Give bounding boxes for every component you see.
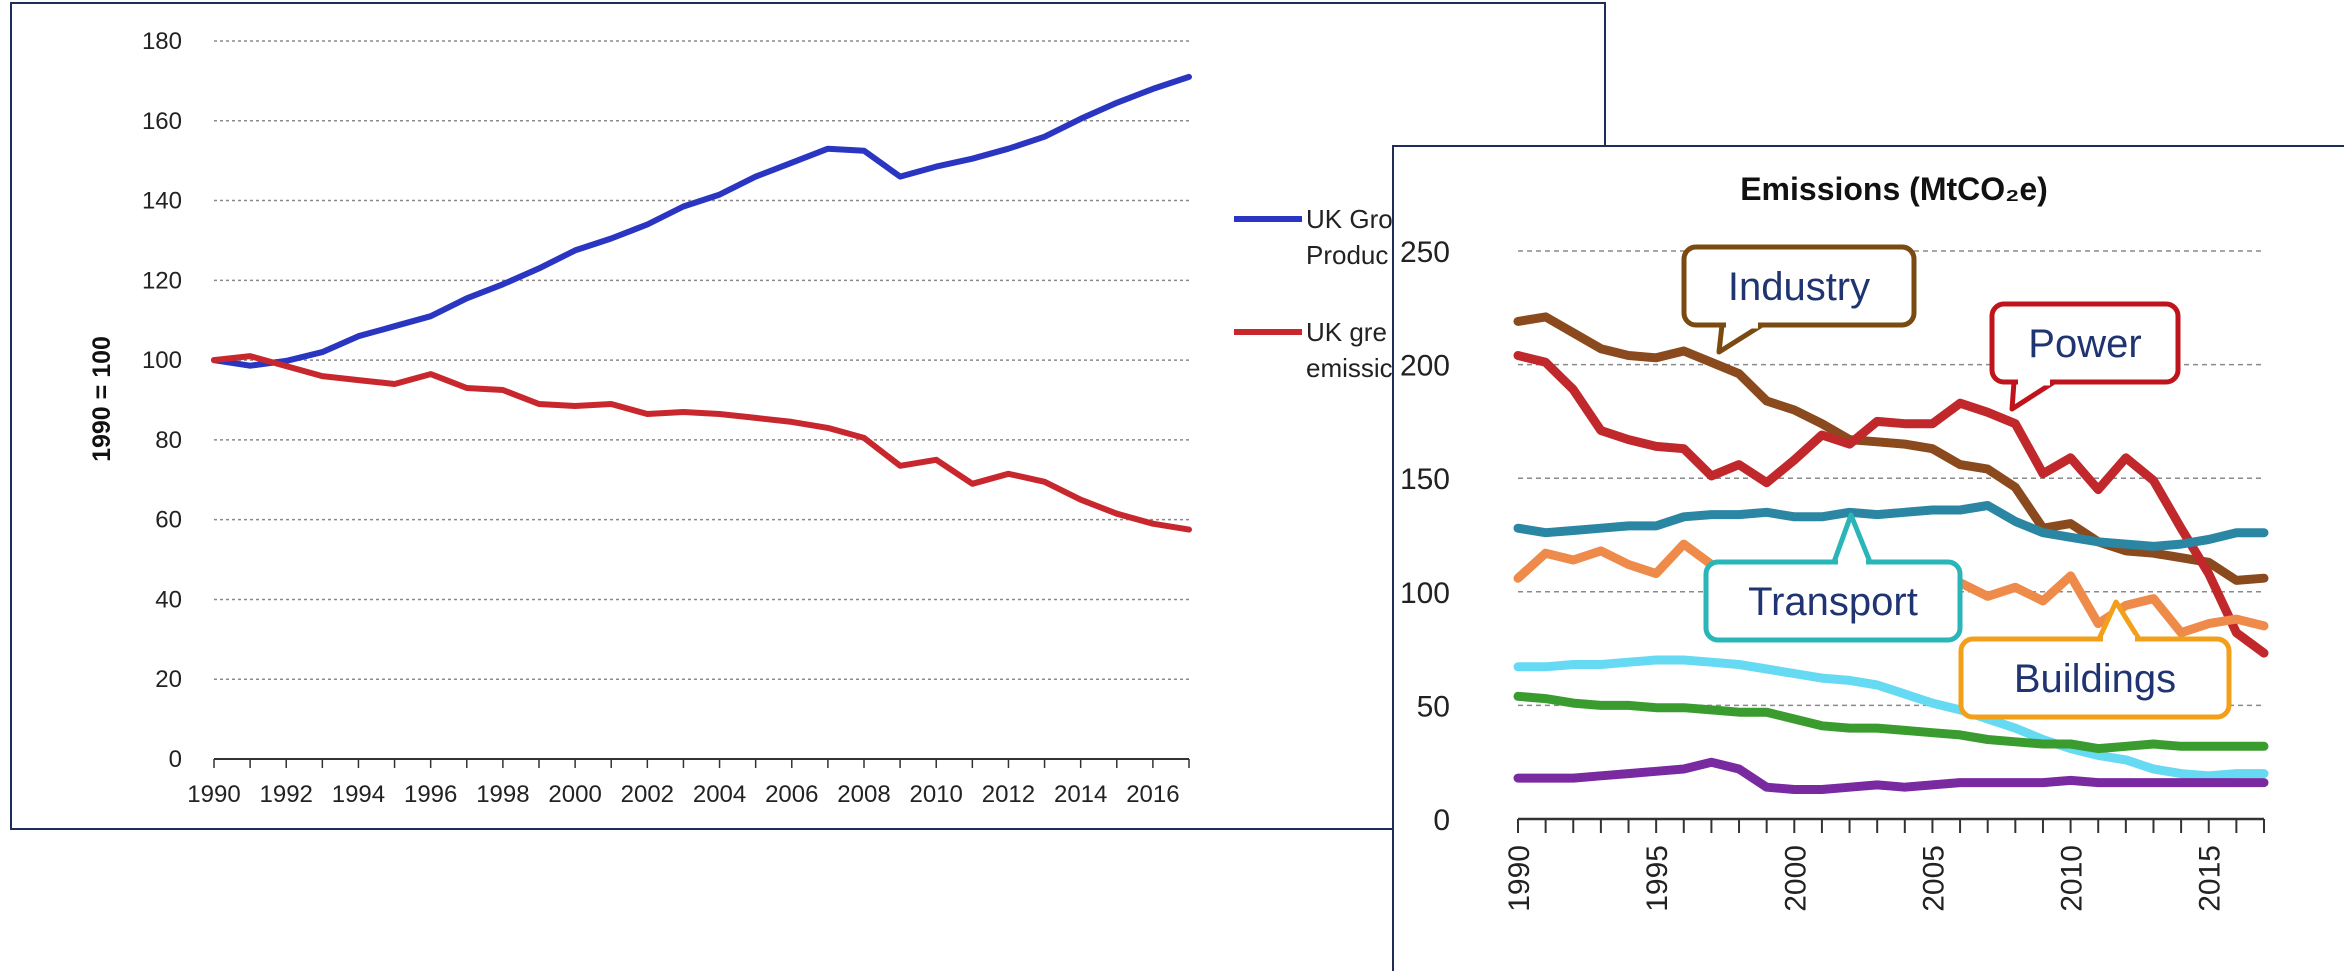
- gdp-emissions-chart: 0 20 40 60 80 100 120 140 160 180 1990 1992 1994 1996…: [88, 28, 1393, 808]
- series-line-2: [1513, 501, 2269, 551]
- callout-transport: Transport: [1703, 512, 1963, 643]
- series-line-1: [1513, 351, 2269, 658]
- series-line-4: [1513, 655, 2269, 781]
- y-tick-label: 180: [142, 28, 182, 55]
- sector-emissions-chart-panel: Emissions (MtCO₂e) 0 50 100 150 200 250 1990 199…: [1392, 145, 2344, 971]
- x-tick-label: 2006: [765, 781, 818, 808]
- y-tick-label: 80: [155, 427, 182, 454]
- callout-tail: [1831, 512, 1873, 565]
- x-tick-label: 1990: [1503, 845, 1536, 912]
- y-tick-label: 150: [1400, 463, 1450, 496]
- x-tick-label: 1998: [476, 781, 529, 808]
- series-line-0: [211, 73, 1192, 369]
- callout-industry: Industry: [1681, 244, 1917, 355]
- x-tick-label: 2008: [837, 781, 890, 808]
- y-axis-label: 1990 = 100: [88, 336, 116, 462]
- x-tick-label: 1992: [260, 781, 313, 808]
- callout-label: Buildings: [2014, 657, 2176, 701]
- y-tick-label: 60: [155, 507, 182, 534]
- legend-entry-0-line: UK Gro: [1306, 204, 1393, 234]
- x-tick-label: 2014: [1054, 781, 1107, 808]
- x-tick-label: 2000: [1779, 845, 1812, 912]
- legend-entry-1-line: emissic: [1306, 353, 1393, 383]
- y-tick-label: 0: [169, 746, 182, 773]
- y-tick-label: 120: [142, 267, 182, 294]
- series-line-0: [1513, 312, 2269, 585]
- y-tick-label: 200: [1400, 350, 1450, 383]
- x-tick-label: 1995: [1641, 845, 1674, 912]
- x-tick-label: 2016: [1126, 781, 1179, 808]
- callout-label: Power: [2028, 322, 2141, 366]
- y-tick-label: 40: [155, 586, 182, 613]
- callout-box: [1958, 636, 2232, 720]
- y-tick-label: 50: [1417, 690, 1450, 723]
- x-tick-label: 1990: [187, 781, 240, 808]
- chart-title: Emissions (MtCO₂e): [1740, 171, 2048, 207]
- x-tick-label: 2012: [982, 781, 1035, 808]
- y-tick-label: 20: [155, 666, 182, 693]
- callout-box: [1681, 244, 1917, 328]
- legend-entry-0-line: Produc: [1306, 240, 1388, 270]
- y-tick-label: 250: [1400, 236, 1450, 269]
- y-tick-label: 140: [142, 188, 182, 215]
- callout-buildings: Buildings: [1958, 599, 2232, 720]
- x-tick-label: 1994: [332, 781, 385, 808]
- y-tick-label: 0: [1433, 804, 1450, 837]
- x-tick-label: 2010: [910, 781, 963, 808]
- x-tick-label: 2002: [621, 781, 674, 808]
- x-tick-label: 2005: [1917, 845, 1950, 912]
- series-line-6: [1513, 757, 2269, 794]
- callout-power: Power: [1989, 301, 2181, 412]
- x-tick-label: 2004: [693, 781, 746, 808]
- y-tick-label: 100: [142, 347, 182, 374]
- x-tick-label: 2010: [2056, 845, 2089, 912]
- callout-tail: [2009, 379, 2057, 412]
- callout-label: Transport: [1748, 580, 1918, 624]
- legend-entry-1-line: UK gre: [1306, 317, 1387, 347]
- x-tick-label: 1996: [404, 781, 457, 808]
- sector-emissions-chart: Emissions (MtCO₂e) 0 50 100 150 200 250 1990 199…: [1400, 171, 2269, 912]
- gdp-emissions-chart-panel: 0 20 40 60 80 100 120 140 160 180 1990 1992 1994 1996…: [10, 2, 1606, 830]
- y-tick-label: 160: [142, 108, 182, 135]
- x-tick-label: 2015: [2194, 845, 2227, 912]
- x-tick-label: 2000: [548, 781, 601, 808]
- callout-tail: [1716, 322, 1765, 355]
- series-line-1: [211, 353, 1192, 533]
- y-tick-label: 100: [1400, 577, 1450, 610]
- callout-box: [1989, 301, 2181, 385]
- callout-label: Industry: [1728, 265, 1870, 309]
- series-line-5: [1513, 691, 2269, 754]
